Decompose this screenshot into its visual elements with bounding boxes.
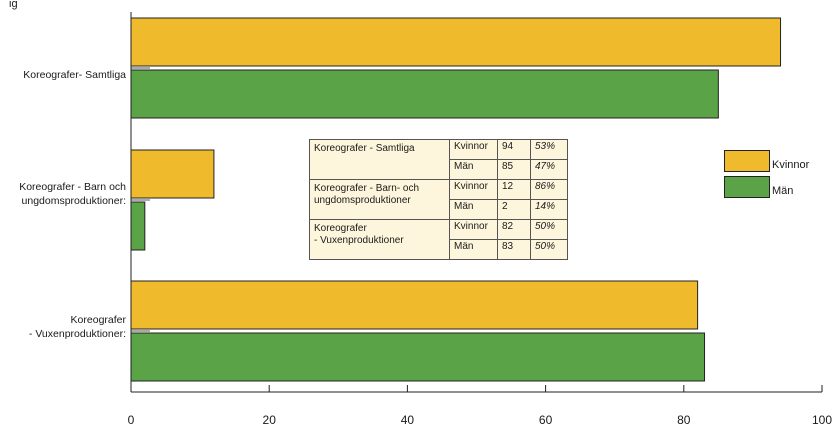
legend-item: Män [724, 176, 809, 198]
x-tick-label: 0 [128, 413, 135, 425]
table-category-cell: Koreografer - Barn- och ungdomsproduktio… [309, 179, 450, 220]
category-label: Koreografer - Vuxenproduktioner: [28, 314, 126, 340]
table-count-cell: 12 [497, 179, 531, 200]
table-row: Koreografer - Barn- och ungdomsproduktio… [309, 179, 568, 220]
table-percent-cell: 14% [530, 199, 568, 220]
category-label: Koreografer- Samtliga [23, 69, 126, 81]
legend-label: Kvinnor [772, 159, 810, 171]
table-group-cell: Män [449, 159, 498, 180]
table-percent-cell: 50% [530, 239, 568, 260]
data-table: Koreografer - Samtliga Kvinnor 94 53% Mä… [309, 139, 568, 260]
table-group-cell: Kvinnor [449, 139, 498, 160]
table-count-cell: 82 [497, 219, 531, 240]
table-row: Koreografer - Vuxenproduktioner Kvinnor … [309, 219, 568, 260]
table-percent-cell: 50% [530, 219, 568, 240]
legend-swatch [724, 176, 770, 198]
x-tick-label: 60 [539, 413, 553, 425]
legend-swatch [724, 150, 770, 172]
top-clipped-text: ig [9, 0, 18, 10]
x-tick-label: 100 [812, 413, 832, 425]
bar-m-n-2 [130, 332, 706, 382]
table-percent-cell: 53% [530, 139, 568, 160]
table-group-cell: Kvinnor [449, 219, 498, 240]
table-row: Män 83 50% [310, 239, 568, 260]
x-tick-label: 80 [677, 413, 691, 425]
bar-kvinnor-2 [130, 280, 699, 330]
table-group-cell: Män [449, 199, 498, 220]
table-row: Män 85 47% [310, 159, 568, 180]
bar-m-n-1 [130, 201, 146, 251]
table-category-cell: Koreografer - Vuxenproduktioner [309, 219, 450, 260]
bar-m-n-0 [130, 69, 719, 119]
legend-item: Kvinnor [724, 150, 809, 172]
table-group-cell: Kvinnor [449, 179, 498, 200]
table-count-cell: 2 [497, 199, 531, 220]
bar-kvinnor-1 [130, 149, 215, 199]
table-row: Koreografer - Samtliga Kvinnor 94 53% [309, 139, 568, 180]
bar-kvinnor-0 [130, 17, 782, 67]
table-count-cell: 83 [497, 239, 531, 260]
table-percent-cell: 47% [530, 159, 568, 180]
table-category-cell: Koreografer - Samtliga [309, 139, 450, 180]
table-count-cell: 85 [497, 159, 531, 180]
table-row: Män 2 14% [310, 199, 568, 220]
table-count-cell: 94 [497, 139, 531, 160]
category-label: Koreografer - Barn och ungdomsproduktion… [19, 181, 126, 207]
x-tick-label: 20 [263, 413, 277, 425]
x-tick-label: 40 [401, 413, 415, 425]
table-percent-cell: 86% [530, 179, 568, 200]
legend: Kvinnor Män [724, 150, 809, 202]
legend-label: Män [772, 185, 794, 197]
table-group-cell: Män [449, 239, 498, 260]
